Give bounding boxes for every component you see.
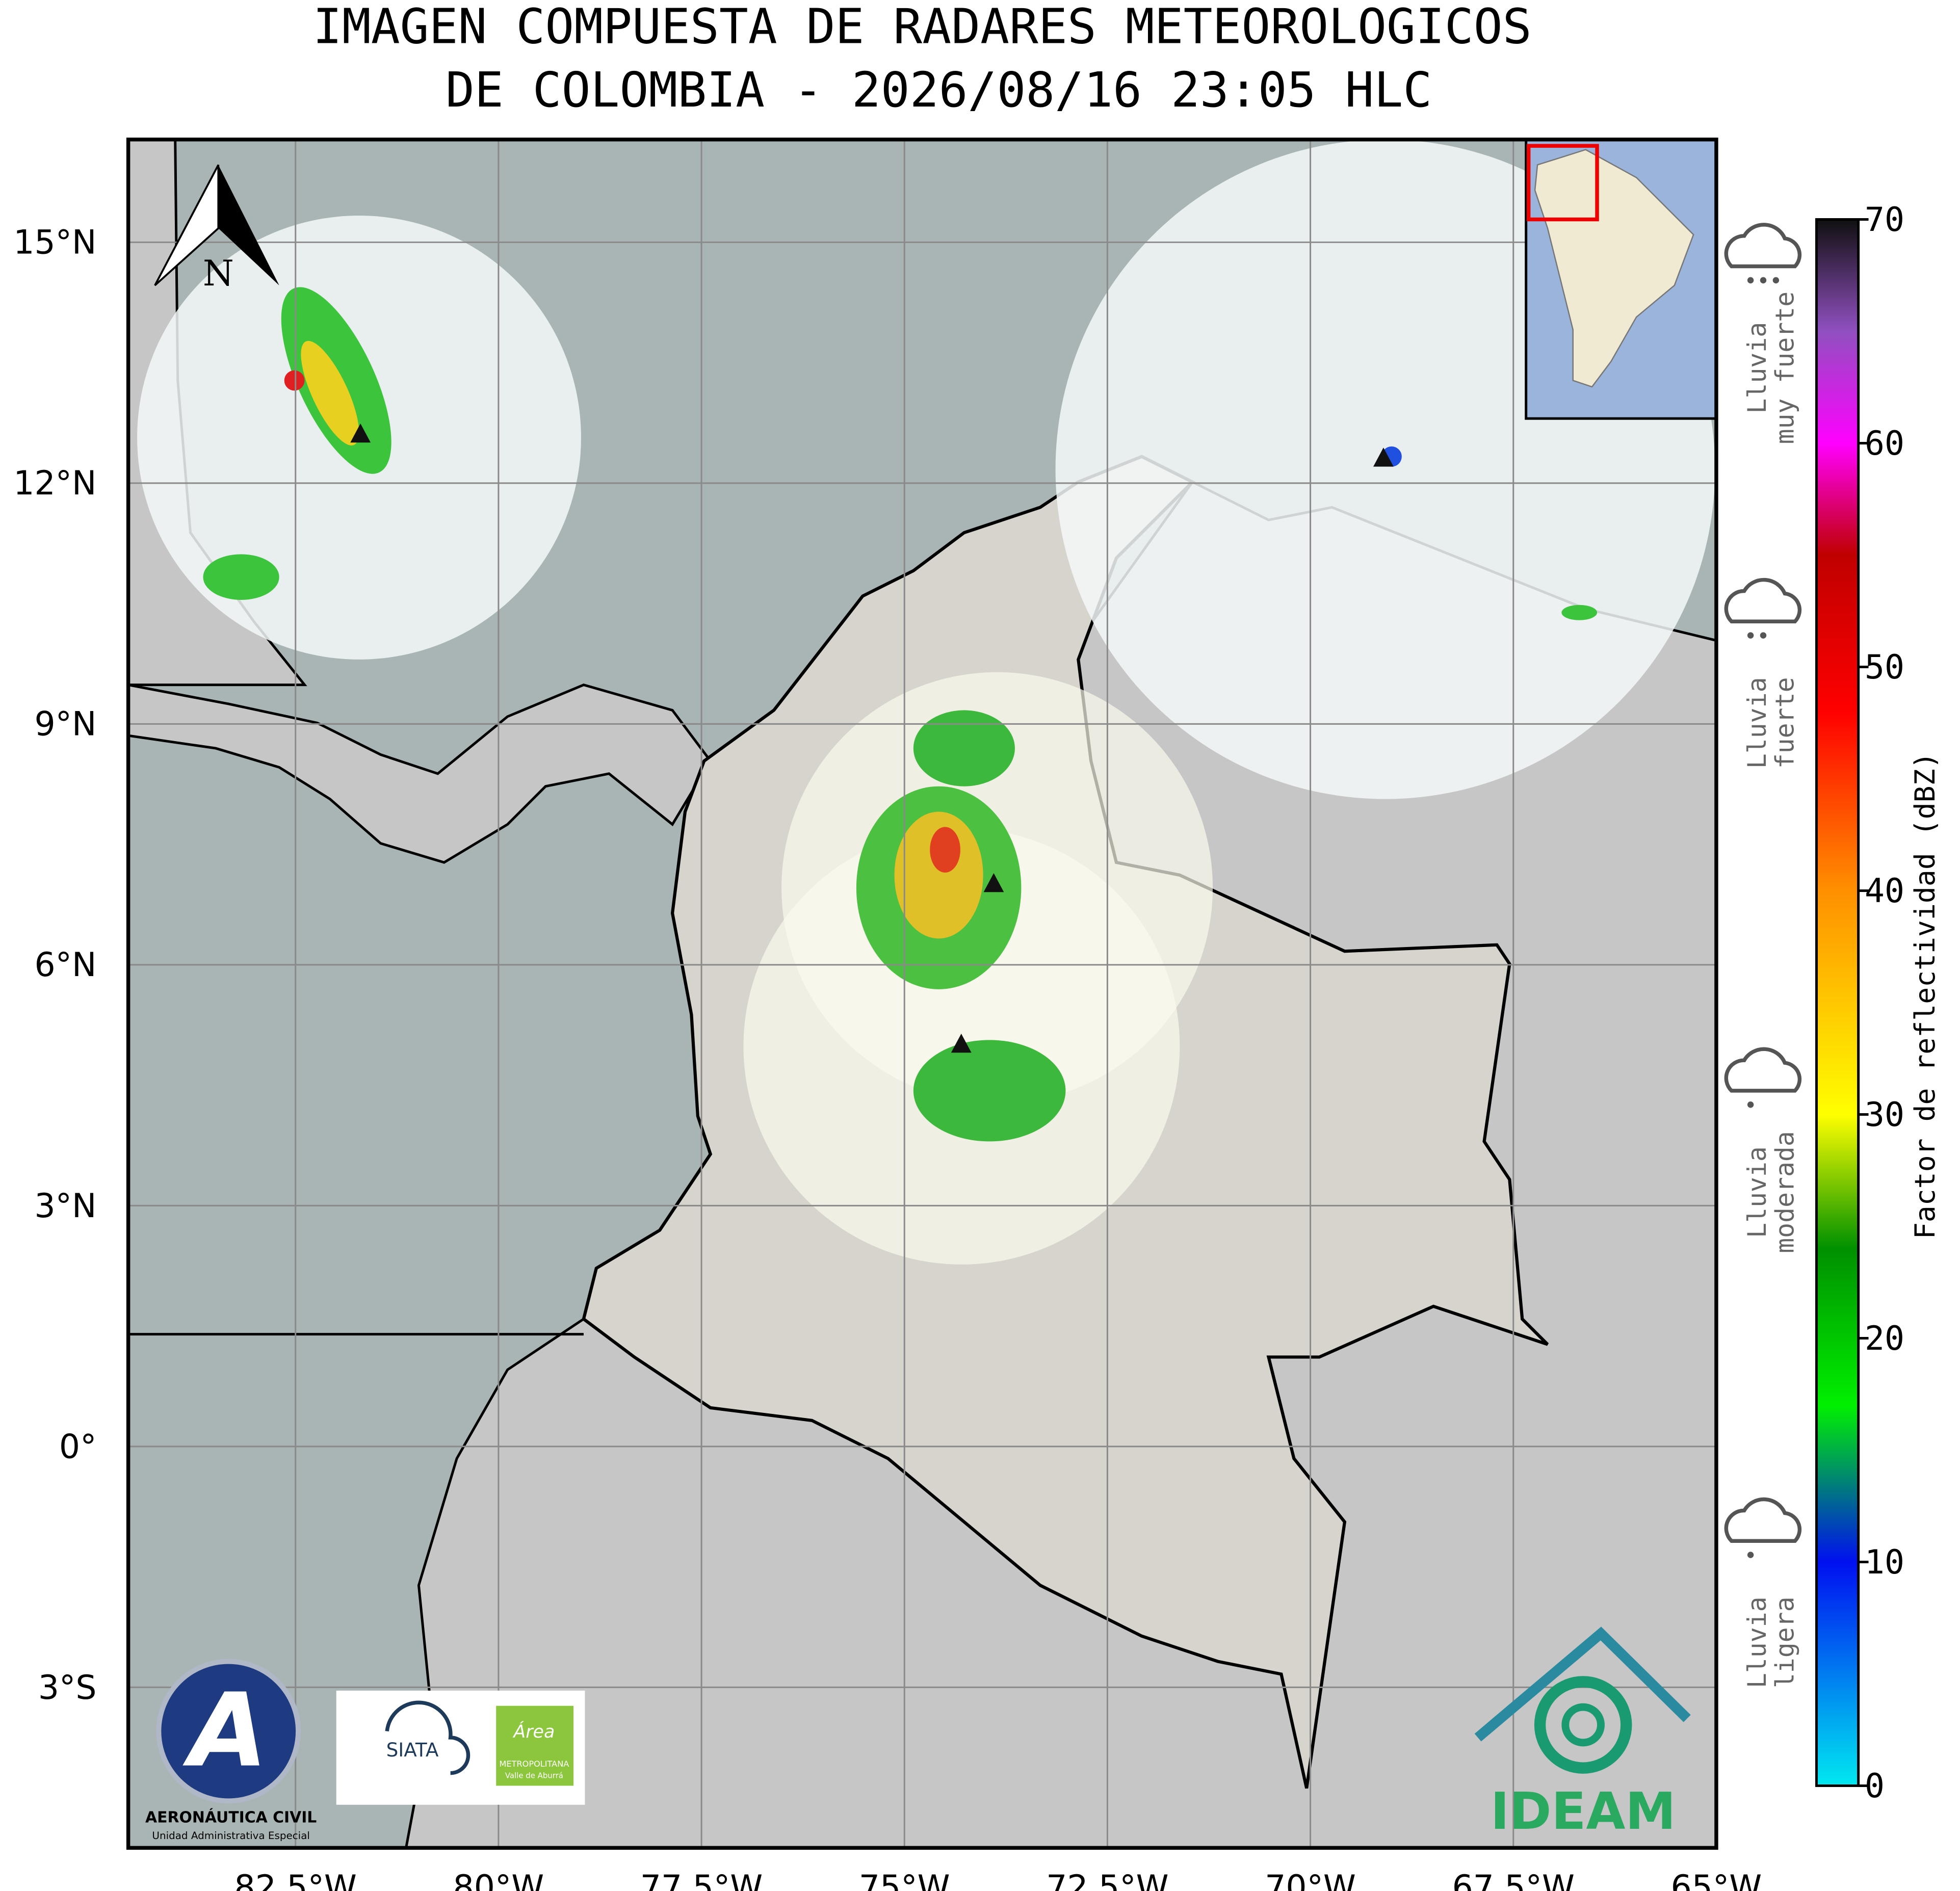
rain-label: moderada	[1770, 1131, 1800, 1253]
x-tick-label: 65°W	[1671, 1869, 1762, 1891]
rain-icon	[1724, 577, 1802, 623]
radar-site	[983, 873, 1004, 892]
rain-label: fuerte	[1770, 677, 1800, 769]
land-panama	[128, 684, 712, 864]
map-frame	[126, 137, 1718, 1850]
rain-icon	[1724, 1047, 1802, 1093]
axis-ticks: 82.5°W 80°W 77.5°W 75°W 72.5°W 70°W 67.5°W 65°W…	[13, 224, 1762, 1891]
x-tick-label: 77.5°W	[640, 1869, 763, 1891]
rain-drop	[1747, 277, 1754, 284]
x-tick-label: 72.5°W	[1046, 1869, 1168, 1891]
y-tick-label: 15°N	[13, 224, 96, 262]
rain-label: Lluvia	[1742, 322, 1772, 414]
colorbar-tick-label: 0	[1865, 1767, 1885, 1805]
y-tick-label: 3°S	[38, 1669, 97, 1707]
rain-label: Lluvia	[1742, 677, 1772, 769]
y-tick-label: 12°N	[13, 464, 96, 503]
colorbar	[1815, 218, 1860, 1787]
rain-label: Lluvia	[1742, 1146, 1772, 1238]
map-area: N A AERONÁUTICA CIVIL Unidad Administrat…	[128, 139, 1716, 1848]
logo-text: AERONÁUTICA CIVIL	[145, 1808, 317, 1827]
colorbar-tick-label: 40	[1865, 872, 1904, 910]
rain-drop	[1772, 277, 1780, 284]
logo-text: Unidad Administrativa Especial	[152, 1830, 309, 1842]
logo-ideam: IDEAM	[1474, 1626, 1691, 1841]
colorbar-tick-label: 70	[1865, 201, 1904, 239]
radar-echoes	[203, 287, 1598, 1142]
logo-aerocivil: A AERONÁUTICA CIVIL Unidad Administrativ…	[145, 1659, 317, 1842]
radar-site	[350, 423, 371, 443]
colorbar-label: Factor de reflectividad (dBZ)	[1909, 752, 1941, 1239]
radar-site	[1373, 448, 1394, 467]
rain-drop	[1747, 1552, 1754, 1558]
y-tick-label: 9°N	[35, 705, 97, 744]
radar-sites	[350, 423, 1394, 1053]
svg-text:A: A	[182, 1671, 268, 1790]
y-tick-label: 0°	[59, 1428, 96, 1466]
logo-text: SIATA	[386, 1739, 439, 1761]
rain-label: Lluvia	[1742, 1596, 1772, 1688]
north-label: N	[203, 253, 234, 294]
title-line: IMAGEN COMPUESTA DE RADARES METEOROLOGIC…	[313, 0, 1532, 55]
radar-site	[951, 1033, 972, 1053]
inset-map	[1525, 139, 1716, 420]
x-tick-label: 82.5°W	[234, 1869, 357, 1891]
logo-text: IDEAM	[1491, 1782, 1676, 1841]
rain-label: ligera	[1770, 1596, 1800, 1688]
logo-text: METROPOLITANA	[499, 1759, 569, 1769]
logo-text: Valle de Aburrá	[505, 1771, 563, 1780]
colorbar-tick-label: 10	[1865, 1543, 1904, 1582]
rain-icon	[1724, 223, 1802, 269]
rain-label: muy fuerte	[1770, 292, 1800, 444]
colorbar-tick-label: 20	[1865, 1320, 1904, 1358]
x-tick-label: 70°W	[1265, 1869, 1356, 1891]
y-tick-label: 6°N	[35, 946, 97, 984]
colorbar-tick-label: 50	[1865, 648, 1904, 687]
colorbar-tick-label: 30	[1865, 1096, 1904, 1134]
logo-siata-area: SIATA Área METROPOLITANA Valle de Aburrá	[336, 1690, 585, 1805]
colorbar-tick-label: 60	[1865, 425, 1904, 463]
title-line: DE COLOMBIA - 2026/08/16 23:05 HLC	[446, 62, 1432, 118]
colorbar-ticks: 0 10 20 30 40 50 60 70	[1858, 201, 1904, 1805]
x-tick-label: 67.5°W	[1452, 1869, 1575, 1891]
x-tick-label: 80°W	[453, 1869, 544, 1891]
rain-drop	[1747, 1101, 1754, 1108]
rain-drop	[1760, 277, 1767, 284]
y-tick-label: 3°N	[35, 1187, 97, 1225]
rain-icon	[1724, 1497, 1802, 1543]
rain-drop	[1760, 632, 1767, 639]
x-tick-label: 75°W	[859, 1869, 950, 1891]
graticule	[128, 139, 1716, 1848]
rain-drop	[1747, 632, 1754, 639]
logo-text: Área	[512, 1721, 555, 1742]
